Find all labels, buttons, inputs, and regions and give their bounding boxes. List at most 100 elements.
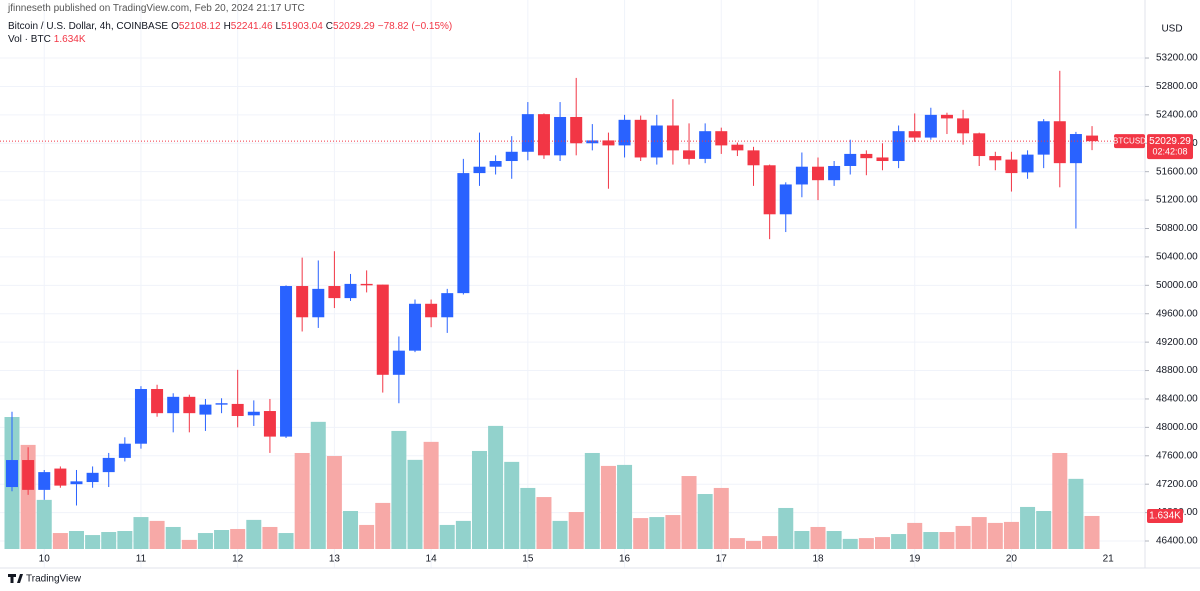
candle-body: [989, 156, 1002, 161]
volume-bar: [36, 499, 52, 549]
y-tick-label: 50800.00: [1156, 223, 1198, 234]
y-tick-label: 50000.00: [1156, 280, 1198, 291]
candle-body: [441, 293, 454, 318]
candle-body: [199, 404, 212, 415]
volume-bar: [359, 524, 375, 549]
price-tag: [1147, 134, 1193, 160]
high-letter: H: [223, 21, 231, 32]
volume-bar: [181, 539, 197, 549]
candle-body: [844, 153, 857, 166]
volume-bar: [907, 522, 923, 549]
candle-body: [924, 114, 937, 138]
volume-bar: [1052, 452, 1068, 549]
candle-body: [908, 131, 921, 138]
volume-tag: [1147, 508, 1183, 523]
countdown-label: 02:42:08: [1152, 147, 1187, 157]
candle-body: [812, 166, 824, 181]
x-tick-label: 13: [329, 554, 341, 565]
close-letter: C: [325, 21, 334, 32]
candle-body: [763, 165, 776, 215]
symbol-title: Bitcoin / U.S. Dollar, 4h, COINBASE: [8, 21, 169, 32]
volume-bar: [1068, 478, 1084, 549]
y-tick-label: 49200.00: [1156, 337, 1198, 348]
volume-bar: [762, 536, 778, 549]
candle-body: [118, 443, 131, 458]
volume-bar: [471, 450, 487, 549]
candle-body: [409, 303, 421, 351]
volume-bar: [633, 518, 649, 549]
x-tick-label: 21: [1103, 554, 1115, 565]
candle-body: [940, 114, 953, 119]
candle-body: [699, 131, 712, 159]
volume-bar: [955, 525, 971, 549]
candle-body: [860, 153, 873, 159]
x-tick-label: 17: [716, 554, 728, 565]
volume-bar: [165, 526, 181, 549]
volume-bar: [987, 522, 1003, 549]
currency-label: USD: [1161, 24, 1182, 35]
y-tick-label: 49600.00: [1156, 308, 1198, 319]
candle-body: [666, 125, 679, 151]
volume-bar: [375, 502, 391, 549]
volume-bar: [343, 510, 359, 549]
volume-bar: [891, 534, 907, 549]
volume-bar: [874, 537, 890, 549]
volume-bar: [101, 532, 117, 549]
volume-bar: [488, 425, 504, 549]
volume-name: Vol · BTC: [8, 34, 51, 45]
close-value: 52029.29: [333, 21, 375, 32]
candle-body: [731, 144, 744, 151]
volume-bar: [697, 494, 713, 549]
volume-bar: [746, 540, 762, 549]
candle-body: [650, 125, 663, 158]
candle-body: [537, 114, 550, 156]
candle-body: [344, 283, 357, 299]
candle-body: [586, 140, 599, 144]
candle-body: [602, 140, 615, 146]
y-tick-label: 47200.00: [1156, 479, 1198, 490]
volume-bar: [1003, 521, 1019, 549]
volume-legend: Vol · BTC 1.634K: [8, 34, 86, 45]
volume-bar: [536, 497, 552, 549]
candle-body: [1086, 135, 1099, 142]
x-tick-label: 18: [812, 554, 824, 565]
volume-bar: [68, 531, 84, 549]
candle-body: [1069, 134, 1082, 164]
volume-bar: [617, 464, 633, 549]
volume-bar: [584, 452, 600, 549]
y-tick-label: 47600.00: [1156, 450, 1198, 461]
candle-body: [360, 283, 373, 286]
candle-body: [876, 157, 889, 162]
volume-bar: [665, 515, 681, 549]
candle-body: [22, 460, 35, 490]
candle-body: [1037, 121, 1050, 155]
candle-body: [102, 457, 115, 473]
volume-bar: [230, 528, 246, 549]
volume-bar: [600, 465, 616, 549]
low-value: 51903.04: [281, 21, 323, 32]
candle-body: [183, 396, 196, 414]
volume-bar: [85, 535, 101, 549]
volume-bar: [778, 507, 794, 549]
y-tick-label: 52400.00: [1156, 109, 1198, 120]
candle-body: [392, 350, 405, 375]
brand-logo: TradingView: [8, 574, 82, 585]
candle-body: [1053, 121, 1066, 164]
volume-bar: [681, 476, 697, 549]
candle-body: [1021, 154, 1034, 173]
price-tag-label: 52029.29: [1149, 136, 1191, 147]
volume-bar: [826, 531, 842, 549]
candle-body: [554, 116, 567, 156]
volume-tag-label: 1.634K: [1149, 511, 1181, 522]
volume-bar: [133, 517, 149, 549]
volume-bar: [455, 520, 471, 549]
candle-body: [634, 119, 647, 158]
volume-bar: [568, 512, 584, 549]
open-legend: O52108.12: [171, 21, 221, 32]
volume-bar: [713, 487, 729, 549]
candle-body: [86, 472, 99, 483]
volume-value: 1.634K: [53, 34, 86, 45]
volume-bar: [278, 533, 294, 549]
volume-bar: [423, 441, 439, 549]
volume-bar: [729, 538, 745, 549]
